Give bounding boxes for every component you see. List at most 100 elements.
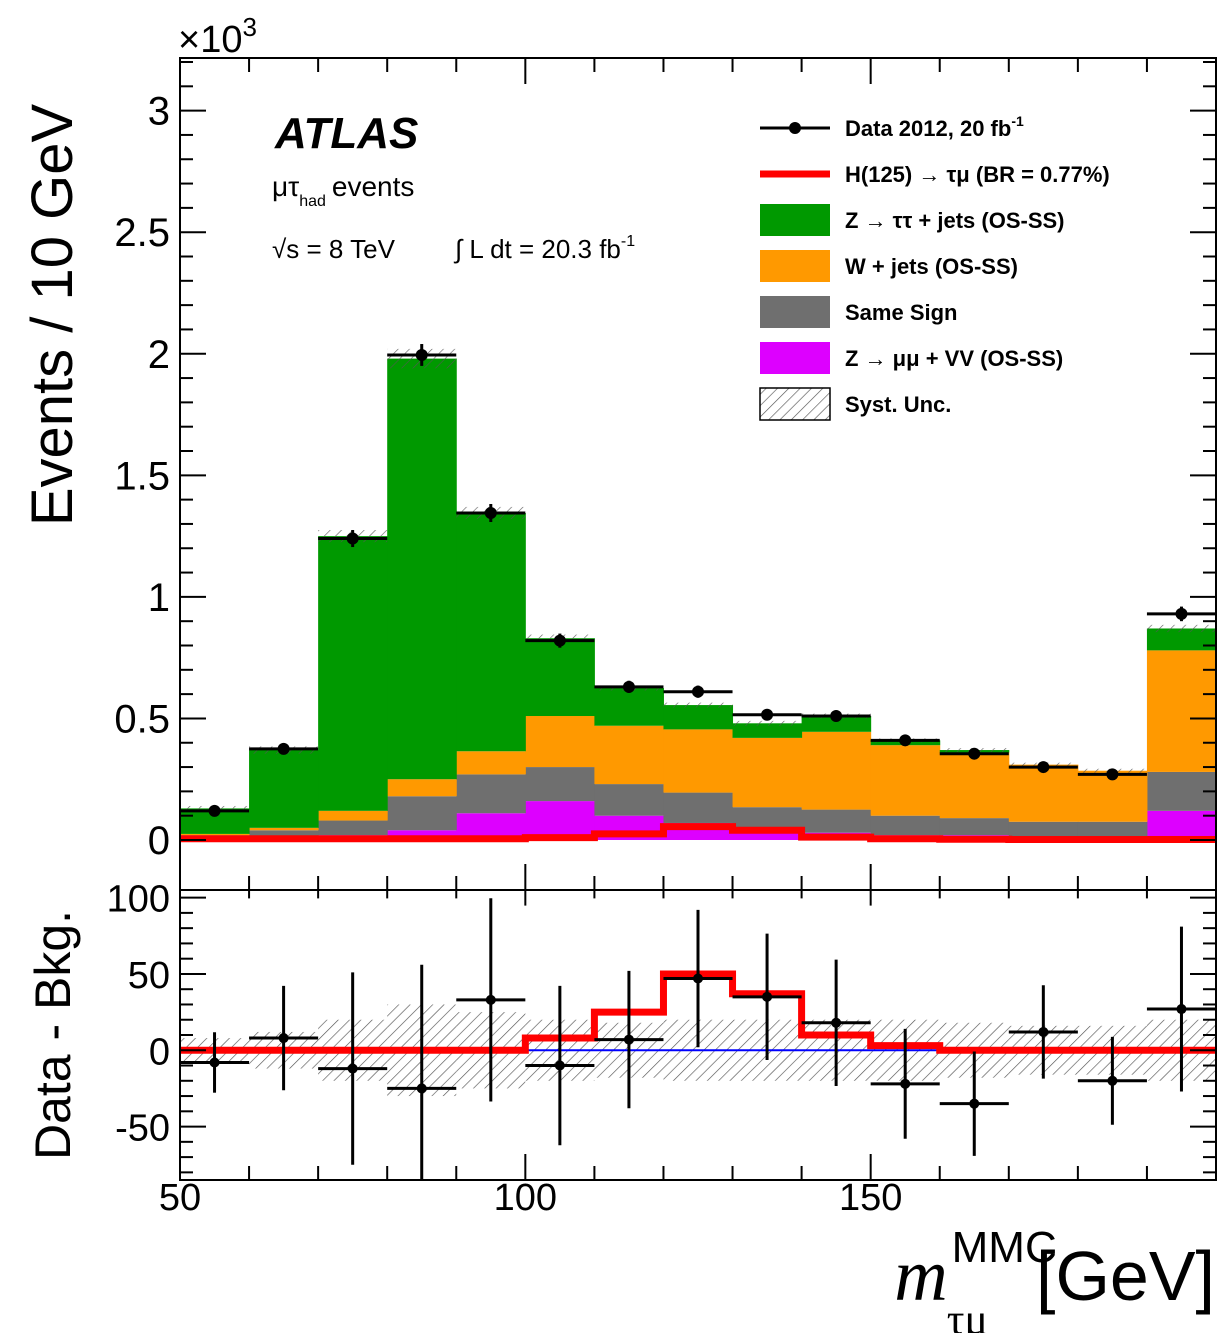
x-tick-label: 150 xyxy=(839,1177,902,1219)
same_sign-bar xyxy=(594,784,664,816)
x-axis-title: mMMC τμ[GeV] xyxy=(894,1223,1215,1333)
ratio-point xyxy=(278,1033,289,1044)
legend: Data 2012, 20 fb-1 H(125) → τμ (BR = 0.77… xyxy=(759,113,1110,421)
ztautau-bar xyxy=(594,688,664,726)
ratio-signal-line xyxy=(180,970,1216,1054)
ztautau-bar xyxy=(663,705,734,730)
axis-ticks xyxy=(179,58,1217,1180)
legend-label: Same Sign xyxy=(845,300,957,325)
same_sign-bar xyxy=(1008,821,1079,837)
ratio-point xyxy=(416,1083,427,1094)
ratio-y-tick-label: 100 xyxy=(107,879,170,921)
zmumu_vv-bar xyxy=(387,830,457,840)
wjets-bar xyxy=(801,731,872,810)
data-point xyxy=(277,742,290,755)
y-multiplier: ×103 xyxy=(178,12,257,61)
legend-label: Z → ττ + jets (OS-SS) xyxy=(845,208,1065,233)
ratio-data-points xyxy=(180,898,1216,1180)
same_sign-bar xyxy=(456,774,526,814)
wjets-bar xyxy=(732,737,803,808)
wjets-bar xyxy=(594,725,664,785)
ratio-point xyxy=(693,973,703,984)
y-tick-label: 2.5 xyxy=(114,211,170,255)
y-tick-label: 3 xyxy=(148,90,170,134)
y-tick-label: 2 xyxy=(148,333,170,377)
data-point xyxy=(1037,761,1050,774)
ratio-point xyxy=(762,991,773,1002)
data-point xyxy=(622,680,635,693)
wjets-bar xyxy=(1008,764,1079,822)
ratio-point xyxy=(347,1063,358,1074)
legend-hatch-swatch xyxy=(759,387,831,421)
wjets-bar xyxy=(525,716,595,768)
data-point xyxy=(1175,607,1188,620)
ratio-point xyxy=(209,1057,220,1068)
legend-label: Z → μμ + VV (OS-SS) xyxy=(845,346,1063,371)
legend-swatch xyxy=(760,204,830,236)
ztautau-bar xyxy=(801,716,872,732)
y-tick-label: 0 xyxy=(148,819,170,863)
ztautau-bar xyxy=(249,750,319,828)
legend-label: H(125) → τμ (BR = 0.77%) xyxy=(845,162,1110,187)
ztautau-bar xyxy=(1146,628,1216,651)
x-tick-label: 50 xyxy=(159,1177,201,1219)
wjets-bar xyxy=(1146,650,1216,772)
same_sign-bar xyxy=(525,767,595,802)
ratio-point xyxy=(1107,1075,1118,1086)
ratio-signal-step xyxy=(180,970,1216,1054)
ratio-y-axis-title: Data - Bkg. xyxy=(25,910,81,1160)
ztautau-bar xyxy=(387,358,457,780)
data-point xyxy=(484,506,497,519)
wjets-bar xyxy=(318,810,388,821)
wjets-bar xyxy=(387,779,457,797)
axis-tick-labels: 0 0.5 1 1.5 2 2.5 3 -50 0 50 100 50 100 150 xyxy=(107,90,903,1219)
data-point xyxy=(208,804,221,817)
ratio-point xyxy=(1176,1004,1187,1015)
atlas-label: ATLAS xyxy=(274,109,418,158)
wjets-bar xyxy=(870,745,941,816)
same_sign-bar xyxy=(870,815,941,836)
wjets-bar xyxy=(456,751,526,775)
wjets-bar xyxy=(939,752,1010,819)
y-tick-label: 1.5 xyxy=(114,454,170,498)
syst-band-bin xyxy=(1146,624,1216,633)
legend-label: Syst. Unc. xyxy=(845,392,951,417)
data-point xyxy=(415,348,428,361)
ztautau-bar xyxy=(732,723,803,738)
ratio-point xyxy=(485,994,496,1005)
wjets-bar xyxy=(180,833,250,836)
legend-label: Data 2012, 20 fb-1 xyxy=(845,113,1024,141)
wjets-bar xyxy=(249,827,319,831)
same_sign-bar xyxy=(801,809,872,833)
data-point xyxy=(692,685,704,698)
ratio-point xyxy=(554,1060,565,1071)
ratio-point xyxy=(1038,1026,1049,1037)
ratio-y-tick-label: -50 xyxy=(115,1108,170,1150)
y-axis-title: Events / 10 GeV xyxy=(20,104,85,527)
ratio-point xyxy=(831,1017,842,1028)
same_sign-bar xyxy=(732,807,803,828)
data-point xyxy=(899,734,912,747)
zmumu_vv-bar xyxy=(525,801,595,840)
same_sign-bar xyxy=(663,792,734,823)
legend-data-point xyxy=(789,122,801,134)
ztautau-bar xyxy=(525,638,595,717)
same_sign-bar xyxy=(387,796,457,831)
ztautau-bar xyxy=(456,512,526,752)
data-point xyxy=(553,634,566,647)
same_sign-bar xyxy=(1077,821,1148,837)
data-point xyxy=(761,708,774,721)
legend-swatch xyxy=(760,250,830,282)
channel-annotation: μτhad events xyxy=(272,171,414,210)
syst-band-bin xyxy=(732,720,802,726)
ratio-y-tick-label: 50 xyxy=(128,955,170,997)
signal-histogram xyxy=(180,823,1216,844)
legend-label: W + jets (OS-SS) xyxy=(845,254,1018,279)
data-point xyxy=(968,747,981,760)
syst-band-bin xyxy=(663,702,733,708)
energy-annotation: √s = 8 TeV xyxy=(272,234,396,264)
ztautau-bar xyxy=(318,536,388,811)
y-tick-label: 0.5 xyxy=(114,697,170,741)
wjets-bar xyxy=(663,729,734,793)
